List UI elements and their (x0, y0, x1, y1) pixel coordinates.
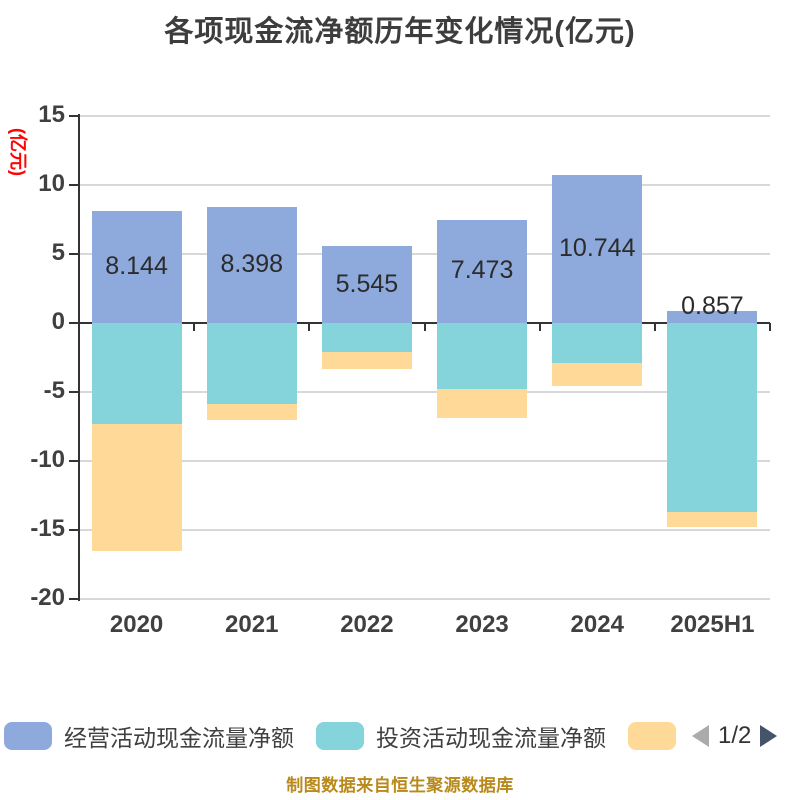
bar-value-label: 8.144 (105, 251, 168, 280)
gridline (79, 115, 770, 117)
bar-segment-series3 (91, 423, 182, 551)
bar-segment-operating (206, 207, 297, 323)
y-axis-tick-label: -10 (30, 446, 65, 473)
x-axis-label: 2021 (225, 611, 279, 638)
legend-item-investing[interactable]: 投资活动现金流量净额 (316, 719, 606, 753)
x-axis-tick (538, 323, 541, 331)
x-axis-label: 2023 (455, 611, 509, 638)
legend-swatch-operating (4, 722, 52, 750)
bar-segment-investing (321, 323, 412, 352)
prev-page-icon[interactable] (692, 725, 709, 747)
bar-segment-series3 (667, 512, 758, 528)
gridline (79, 391, 770, 393)
y-axis-tick (69, 391, 79, 393)
x-axis-label: 2024 (570, 611, 624, 638)
x-axis-label: 2020 (109, 611, 164, 638)
bar-segment-series3 (206, 404, 297, 420)
bar-segment-investing (206, 323, 297, 405)
gridline (79, 598, 770, 600)
legend-swatch-series3 (628, 722, 676, 750)
chart-legend: 经营活动现金流量净额 投资活动现金流量净额 1/2 (0, 718, 800, 754)
gridline (79, 253, 770, 255)
y-axis-tick (69, 253, 79, 255)
y-axis-tick-label: 0 (51, 308, 65, 335)
gridline (79, 184, 770, 186)
bar-segment-series3 (552, 363, 643, 387)
y-axis-tick-label: -20 (30, 584, 65, 611)
bar-segment-operating (437, 219, 528, 323)
bar-segment-investing (437, 323, 528, 390)
bar-value-label: 0.857 (681, 292, 744, 321)
bar-segment-operating (91, 210, 182, 323)
bar-value-label: 7.473 (450, 256, 514, 285)
y-axis-tick (69, 460, 79, 462)
y-axis-tick-label: -15 (30, 515, 65, 542)
bar-value-label: 5.545 (335, 269, 399, 298)
legend-item-operating[interactable]: 经营活动现金流量净额 (4, 719, 294, 753)
y-axis-tick-label: 15 (38, 101, 65, 128)
x-axis-tick (423, 323, 426, 331)
x-axis-tick (769, 323, 771, 331)
y-axis-tick-label: 10 (38, 170, 65, 197)
bar-value-label: 8.398 (220, 250, 284, 279)
bar-segment-investing (91, 323, 182, 424)
y-axis-tick (69, 529, 79, 531)
y-axis-tick (69, 598, 79, 600)
legend-pagination: 1/2 (692, 722, 778, 750)
y-axis-tick (69, 322, 79, 324)
bar-segment-operating (321, 246, 412, 323)
y-axis-tick (69, 115, 79, 117)
x-axis-label: 2025H1 (670, 611, 755, 638)
page-indicator: 1/2 (718, 722, 752, 749)
chart-title: 各项现金流净额历年变化情况(亿元) (164, 16, 636, 48)
bar-segment-operating (552, 174, 643, 323)
bar-segment-series3 (437, 389, 528, 419)
next-page-icon[interactable] (760, 725, 778, 747)
x-axis-tick (78, 323, 80, 331)
bar-segment-investing (667, 323, 758, 513)
y-axis-tick-label: -5 (43, 377, 65, 404)
y-axis-tick-label: 5 (51, 239, 65, 266)
bar-segment-investing (552, 323, 643, 364)
bar-segment-series3 (321, 351, 412, 369)
bar-segment-operating (667, 311, 758, 323)
data-source-note: 制图数据来自恒生聚源数据库 (286, 776, 514, 795)
legend-label-operating: 经营活动现金流量净额 (64, 725, 294, 751)
x-axis-tick (193, 323, 196, 331)
gridline (79, 529, 770, 531)
x-axis-tick (308, 323, 311, 331)
x-axis-tick (653, 323, 656, 331)
x-axis-label: 2022 (340, 611, 394, 638)
legend-label-investing: 投资活动现金流量净额 (376, 725, 606, 751)
bar-value-label: 10.744 (559, 233, 636, 262)
legend-item-series3[interactable] (628, 722, 676, 750)
gridline (79, 460, 770, 462)
y-axis-line (78, 114, 80, 601)
legend-swatch-investing (316, 722, 364, 750)
y-axis-tick (69, 184, 79, 186)
